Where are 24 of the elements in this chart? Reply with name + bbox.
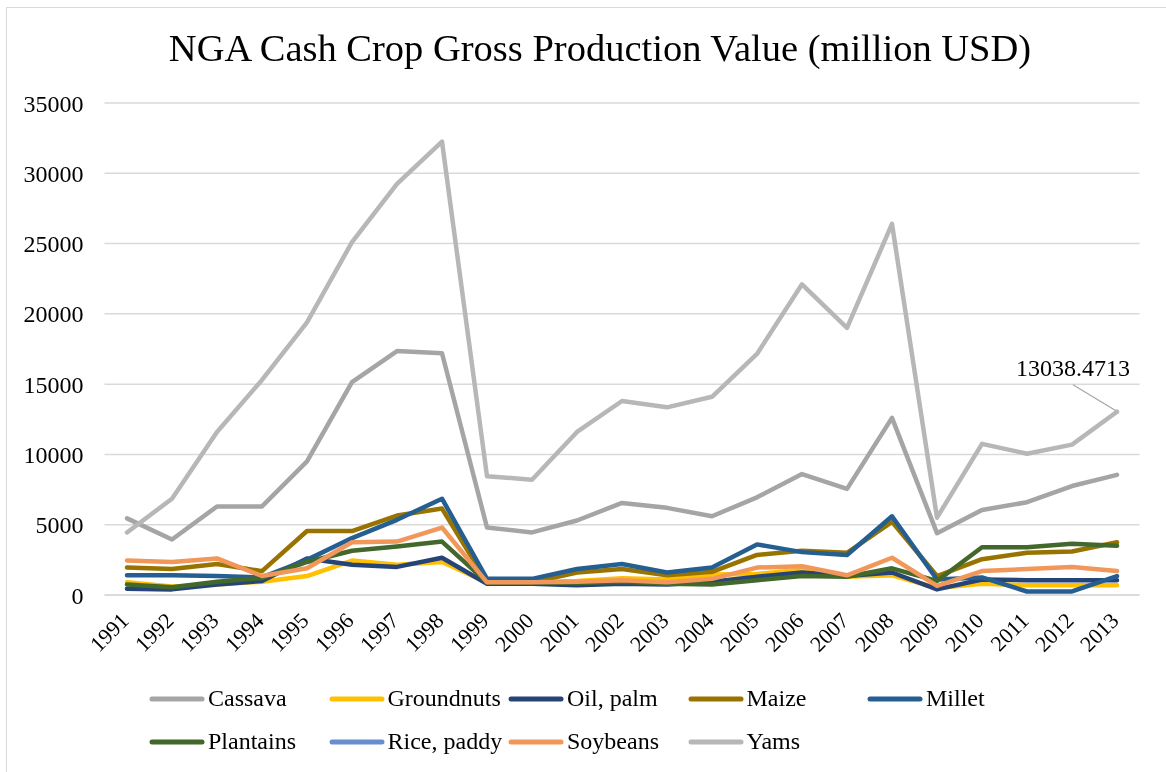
x-tick-label: 1991 — [84, 607, 134, 657]
line-series — [124, 496, 1120, 594]
legend-label: Millet — [926, 685, 985, 712]
y-tick-label: 35000 — [23, 90, 84, 117]
chart-title: NGA Cash Crop Gross Production Value (million USD) — [167, 26, 1033, 70]
y-tick-label: 25000 — [23, 231, 84, 258]
legend-label: Yams — [746, 728, 801, 755]
legend-label: Maize — [746, 685, 807, 712]
y-tick-label: 10000 — [23, 441, 84, 468]
y-tick-label: 5000 — [35, 512, 84, 539]
x-tick-label: 2011 — [985, 607, 1034, 657]
y-tick-label: 20000 — [23, 301, 84, 328]
line-series — [124, 525, 1120, 589]
legend-label: Cassava — [208, 685, 287, 712]
y-tick-label: 0 — [71, 582, 84, 609]
legend-label: Groundnuts — [387, 685, 501, 712]
annotation: 13038.4713 — [1016, 354, 1130, 381]
legend-label: Soybeans — [567, 728, 659, 755]
legend-label: Oil, palm — [567, 685, 658, 712]
legend-label: Rice, paddy — [387, 728, 503, 755]
y-tick-label: 15000 — [23, 371, 84, 398]
x-tick-label: 2001 — [534, 607, 584, 657]
y-tick-label: 30000 — [23, 160, 84, 187]
legend-label: Plantains — [208, 728, 296, 755]
